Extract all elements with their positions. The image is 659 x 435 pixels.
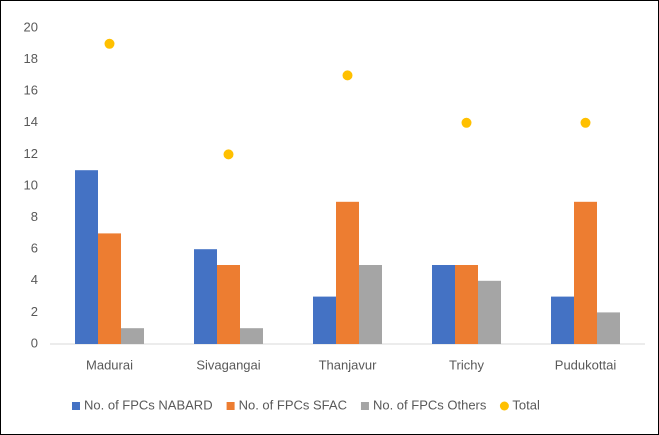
bar bbox=[478, 280, 501, 344]
x-tick-label: Sivagangai bbox=[196, 357, 260, 372]
bar bbox=[194, 249, 217, 344]
legend-marker bbox=[499, 401, 509, 411]
dot bbox=[223, 149, 234, 160]
legend-label: No. of FPCs Others bbox=[373, 397, 487, 412]
bar bbox=[432, 265, 455, 344]
dot bbox=[104, 38, 115, 49]
x-tick-label: Madurai bbox=[86, 357, 133, 372]
x-tick-label: Trichy bbox=[449, 357, 484, 372]
y-tick-label: 14 bbox=[24, 114, 38, 129]
y-tick-label: 12 bbox=[24, 146, 38, 161]
legend-marker bbox=[72, 402, 80, 410]
bar bbox=[597, 312, 620, 344]
y-tick-label: 18 bbox=[24, 51, 38, 66]
legend-label: No. of FPCs NABARD bbox=[84, 397, 213, 412]
legend-marker bbox=[226, 402, 235, 410]
dot bbox=[342, 70, 353, 81]
bar bbox=[121, 328, 144, 344]
legend-marker bbox=[360, 402, 369, 410]
bar bbox=[98, 233, 121, 344]
legend-label: No. of FPCs SFAC bbox=[239, 397, 347, 412]
y-tick-label: 20 bbox=[24, 19, 38, 34]
bar bbox=[240, 328, 263, 344]
dot bbox=[580, 117, 591, 128]
dot bbox=[461, 117, 472, 128]
bar bbox=[574, 201, 597, 344]
bar bbox=[313, 296, 336, 344]
y-tick-label: 6 bbox=[31, 241, 38, 256]
legend-label: Total bbox=[512, 397, 540, 412]
bar bbox=[359, 265, 382, 344]
y-tick-label: 4 bbox=[31, 272, 38, 287]
x-tick-label: Pudukottai bbox=[555, 357, 617, 372]
x-tick-label: Thanjavur bbox=[319, 357, 377, 372]
bar bbox=[75, 170, 98, 344]
y-tick-label: 2 bbox=[31, 304, 38, 319]
y-tick-label: 16 bbox=[24, 83, 38, 98]
y-tick-label: 10 bbox=[24, 177, 38, 192]
bar bbox=[455, 265, 478, 344]
bar bbox=[336, 201, 359, 344]
bar bbox=[551, 296, 574, 344]
y-tick-label: 0 bbox=[31, 335, 38, 350]
bar bbox=[217, 265, 240, 344]
y-tick-label: 8 bbox=[31, 209, 38, 224]
